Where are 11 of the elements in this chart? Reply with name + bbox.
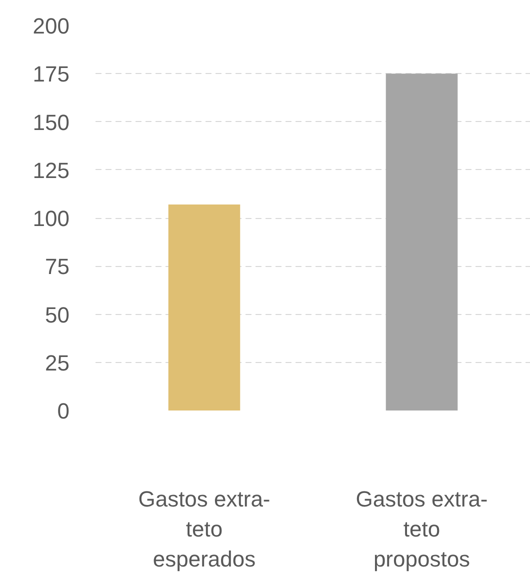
x-tick-label: Gastos extra-teto propostos [356,486,488,572]
y-tick-label: 75 [45,254,70,280]
y-tick-label: 50 [45,302,70,328]
y-tick-label: 150 [32,110,70,135]
y-tick-label: 175 [32,62,70,87]
y-tick-label: 100 [32,206,70,231]
y-tick-label: 0 [57,398,70,424]
x-tick-label: Gastos extra-teto esperados [138,486,270,572]
y-tick-label: 25 [45,350,70,376]
y-tick-label: 125 [32,158,70,183]
y-tick-label: 200 [32,14,70,38]
